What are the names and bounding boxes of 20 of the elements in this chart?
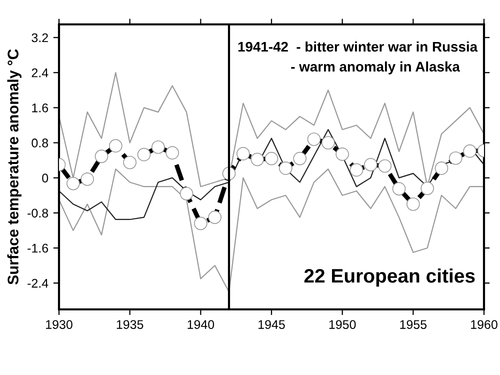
- y-tick-label: -2.4: [28, 278, 48, 288]
- y-tick-label: -1.6: [28, 244, 48, 253]
- x-tick-label: 1935: [116, 320, 144, 329]
- x-tick-label: 1960: [471, 320, 498, 329]
- x-tick-label: 1930: [46, 320, 72, 329]
- y-tick-label: 2.4: [32, 68, 48, 78]
- y-tick-label: 1.6: [32, 103, 48, 112]
- annotation: - warm anomaly in Alaska: [291, 61, 460, 74]
- x-tick-label: 1950: [329, 320, 356, 329]
- annotation: 1941-42 - bitter winter war in Russia: [238, 41, 478, 52]
- y-tick-label: 0.8: [32, 138, 48, 148]
- x-tick-label: 1945: [258, 320, 285, 329]
- x-tick-label: 1940: [188, 320, 214, 329]
- annotation: 22 European cities: [304, 268, 475, 287]
- y-axis-title: Surface temperature anomaly °C: [7, 49, 22, 285]
- y-tick-label: 3.2: [32, 33, 48, 42]
- line-series: [59, 168, 484, 292]
- y-tick-label: -0.8: [28, 208, 48, 218]
- y-tick-label: 0: [42, 174, 48, 182]
- x-tick-label: 1955: [400, 320, 427, 329]
